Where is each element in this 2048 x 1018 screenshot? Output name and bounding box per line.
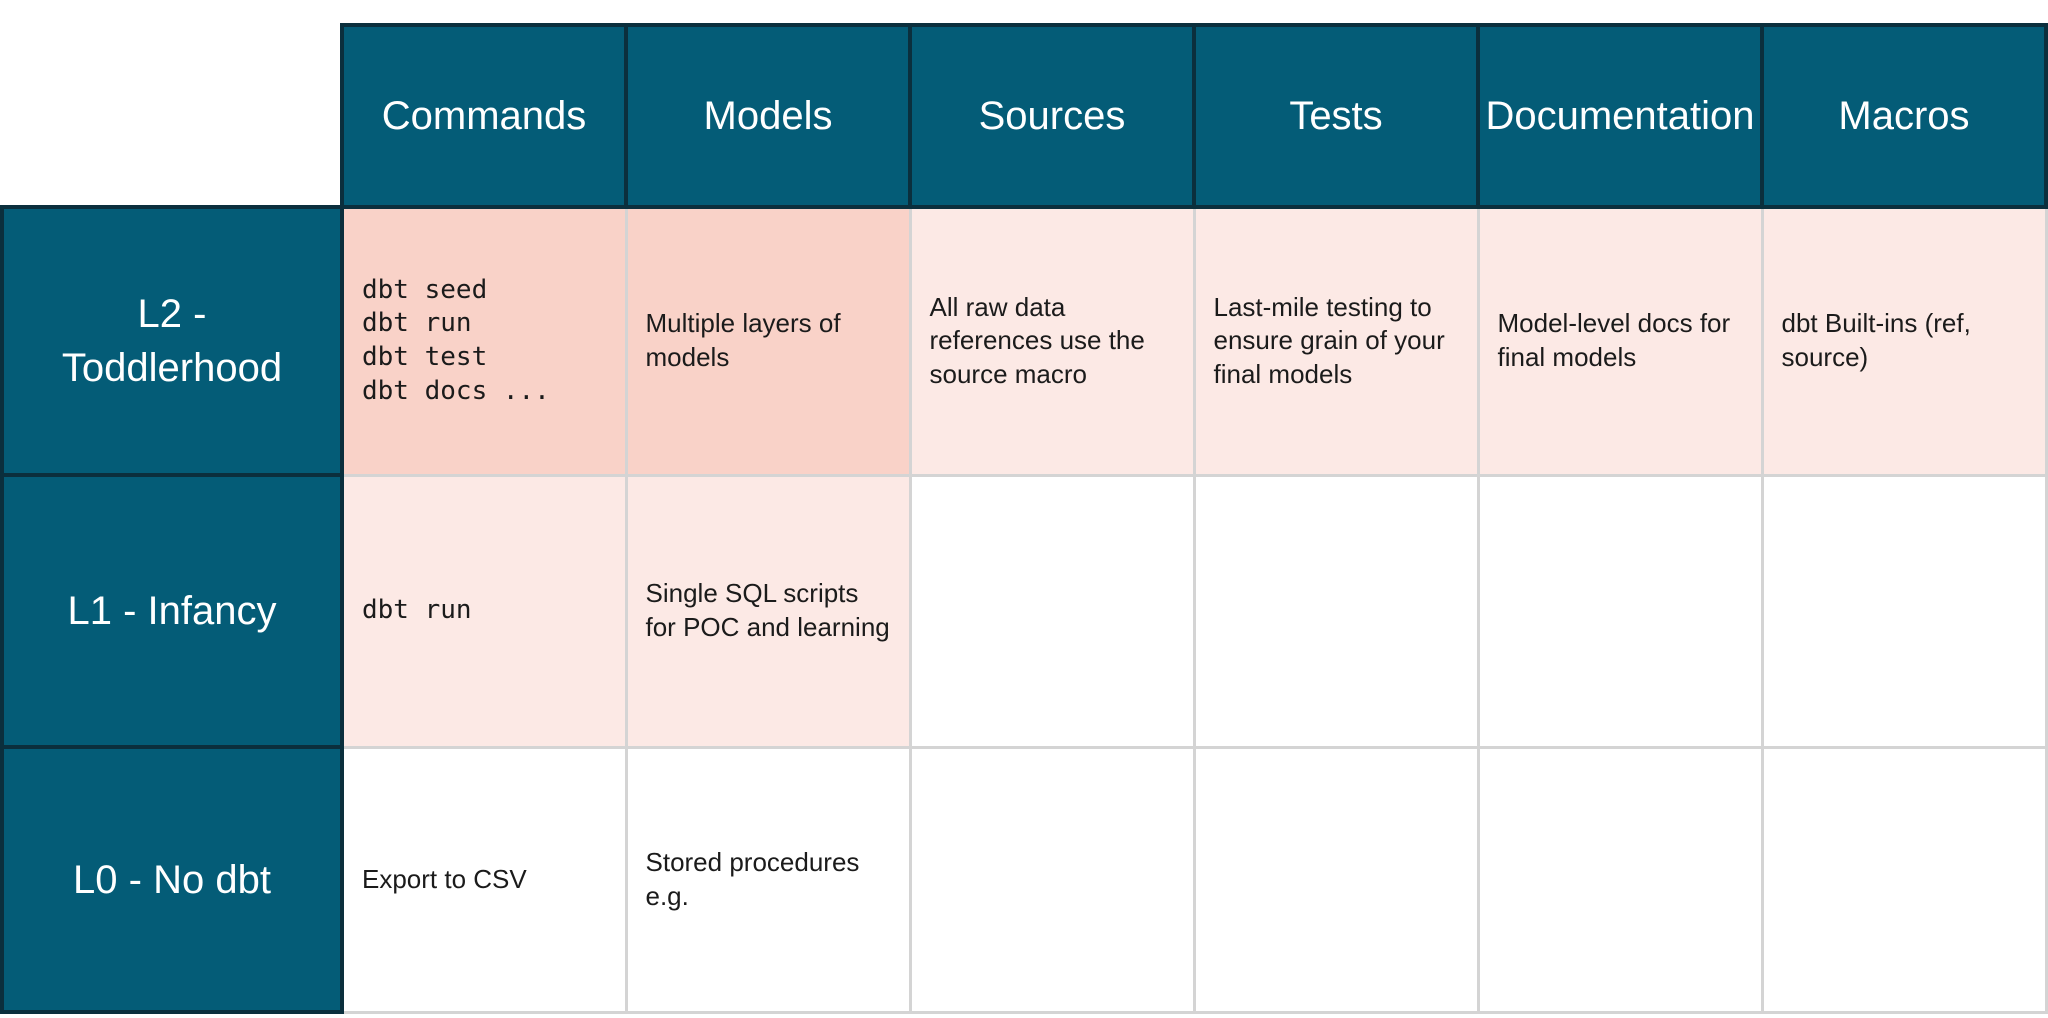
cell-l0-documentation xyxy=(1476,745,1764,1014)
cell-l2-tests: Last-mile testing to ensure grain of you… xyxy=(1192,205,1480,477)
cell-l1-macros xyxy=(1760,473,2048,749)
cell-l2-models: Multiple layers of models xyxy=(624,205,912,477)
cell-l2-commands: dbt seed dbt run dbt test dbt docs ... xyxy=(340,205,628,477)
cell-l0-models: Stored procedures e.g. xyxy=(624,745,912,1014)
cell-l2-macros: dbt Built-ins (ref, source) xyxy=(1760,205,2048,477)
cell-l0-tests xyxy=(1192,745,1480,1014)
table-row-l1: L1 - Infancy dbt run Single SQL scripts … xyxy=(0,473,2048,749)
col-header-commands: Commands xyxy=(340,23,628,209)
cell-l2-documentation: Model-level docs for final models xyxy=(1476,205,1764,477)
corner-cell-empty xyxy=(2,25,342,207)
cell-l1-tests xyxy=(1192,473,1480,749)
cell-l0-commands: Export to CSV xyxy=(340,745,628,1014)
cell-l1-models: Single SQL scripts for POC and learning xyxy=(624,473,912,749)
row-header-l0-no-dbt: L0 - No dbt xyxy=(0,745,344,1014)
cell-l1-commands: dbt run xyxy=(340,473,628,749)
col-header-documentation: Documentation xyxy=(1476,23,1764,209)
col-header-models: Models xyxy=(624,23,912,209)
header-row: Commands Models Sources Tests Documentat… xyxy=(2,23,2048,209)
cell-l1-sources xyxy=(908,473,1196,749)
cell-l2-sources: All raw data references use the source m… xyxy=(908,205,1196,477)
cell-l1-documentation xyxy=(1476,473,1764,749)
table-row-l2: L2 - Toddlerhood dbt seed dbt run dbt te… xyxy=(0,205,2048,477)
col-header-sources: Sources xyxy=(908,23,1196,209)
table-row-l0: L0 - No dbt Export to CSV Stored procedu… xyxy=(0,745,2048,1014)
col-header-macros: Macros xyxy=(1760,23,2048,209)
cell-l0-sources xyxy=(908,745,1196,1014)
row-header-l2-toddlerhood: L2 - Toddlerhood xyxy=(0,205,344,477)
dbt-maturity-matrix: Commands Models Sources Tests Documentat… xyxy=(0,23,2048,1014)
row-header-l1-infancy: L1 - Infancy xyxy=(0,473,344,749)
col-header-tests: Tests xyxy=(1192,23,1480,209)
cell-l0-macros xyxy=(1760,745,2048,1014)
